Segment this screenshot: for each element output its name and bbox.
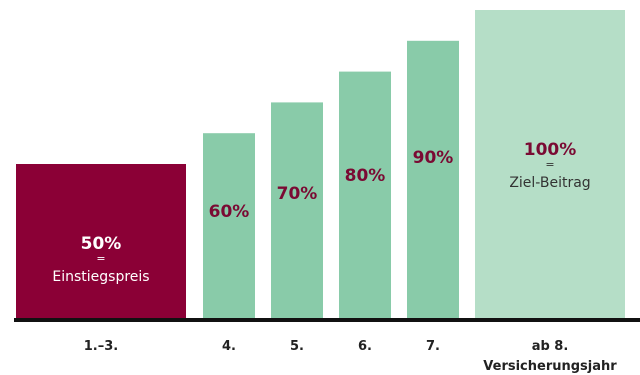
value-label-4: 80% <box>345 166 386 186</box>
value-label-6: 100% <box>524 140 577 160</box>
bar-2 <box>203 133 255 318</box>
tick-label-1: 1.–3. <box>84 339 118 354</box>
equals-sign-6: = <box>545 158 554 171</box>
value-label-2: 60% <box>209 202 250 222</box>
value-label-5: 90% <box>413 148 454 168</box>
bar-3 <box>271 102 323 319</box>
value-label-3: 70% <box>277 184 318 204</box>
baseline <box>14 318 640 322</box>
tick-label-2: 4. <box>222 339 236 354</box>
bar-1 <box>16 164 186 318</box>
value-label-1: 50% <box>81 234 122 254</box>
equals-sign-1: = <box>96 252 105 265</box>
bar-4 <box>339 71 391 318</box>
tick-label-5: 7. <box>426 339 440 354</box>
annotation-ziel-beitrag: Ziel-Beitrag <box>509 175 590 191</box>
bar-6 <box>475 10 625 318</box>
tick-label-4: 6. <box>358 339 372 354</box>
annotation-einstiegspreis: Einstiegspreis <box>52 269 149 285</box>
bar-5 <box>407 40 459 319</box>
tick-label-3: 5. <box>290 339 304 354</box>
tick-label-6: ab 8. Versicherungsjahr <box>483 339 617 374</box>
